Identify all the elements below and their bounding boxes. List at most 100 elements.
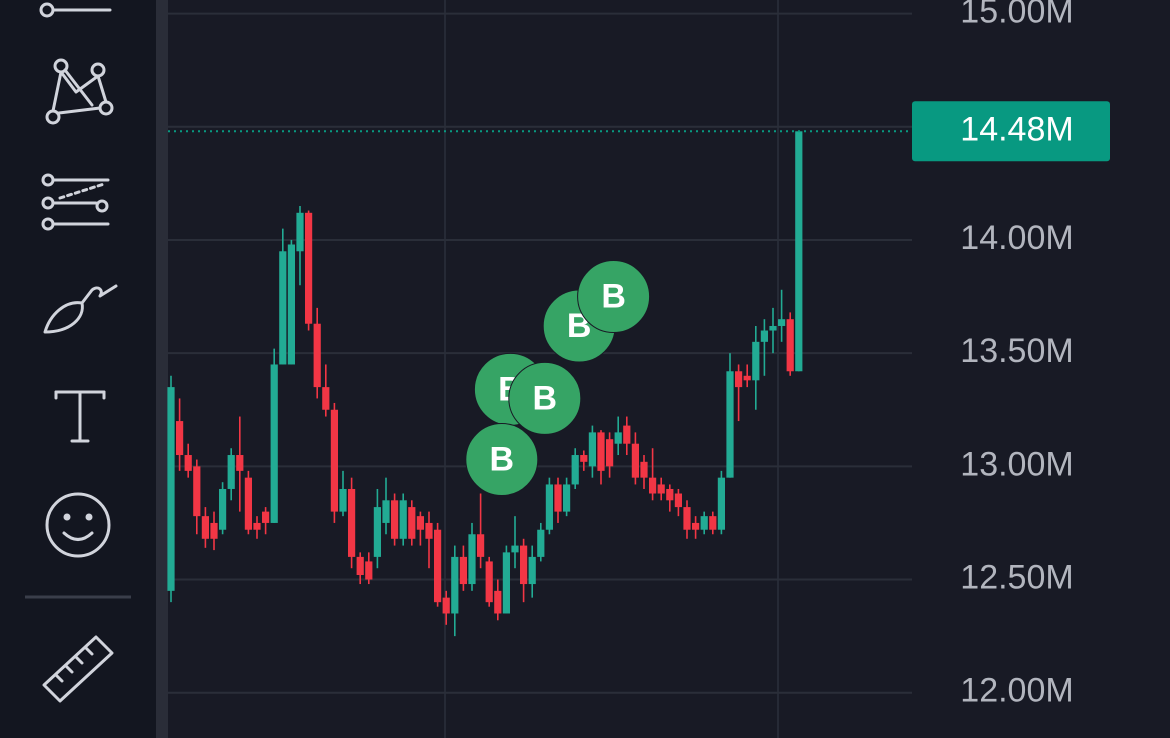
y-tick-label: 12.50M: [960, 559, 1073, 597]
trend-line-tool[interactable]: [39, 2, 112, 18]
fib-tool[interactable]: [41, 173, 110, 231]
candle-body: [709, 516, 717, 530]
candle-body: [580, 455, 588, 462]
candle-body: [631, 443, 639, 478]
candle-body: [588, 432, 596, 467]
candle-body: [683, 507, 691, 530]
candle-body: [193, 466, 201, 517]
buy-marker-label: B: [490, 441, 515, 479]
candle-body: [253, 522, 261, 530]
candle-body: [399, 500, 407, 539]
candle-body: [425, 522, 433, 539]
candle-body: [726, 371, 734, 478]
candle-body: [305, 212, 313, 324]
candle-body: [528, 556, 536, 585]
candle-body: [468, 534, 476, 585]
candle-body: [287, 244, 295, 365]
candle-body: [597, 432, 605, 471]
candle-body: [348, 488, 356, 557]
toolbar-border: [156, 0, 168, 738]
candle-body: [339, 488, 347, 512]
candle-body: [236, 455, 244, 471]
text-tool[interactable]: [54, 390, 106, 443]
plot-area: [167, 12, 912, 694]
candle-body: [795, 131, 803, 372]
candle-body: [313, 323, 321, 388]
buy-marker-circle: [508, 361, 582, 435]
ruler-tool[interactable]: [42, 635, 114, 703]
candle-body: [296, 212, 304, 252]
candle-body: [623, 425, 631, 444]
buy-marker-circle: [577, 260, 651, 334]
candle-body: [692, 522, 700, 530]
last-price-label: 14.48M: [960, 110, 1073, 148]
buy-marker-label: B: [533, 379, 558, 417]
candle-body: [674, 493, 682, 508]
candle-body: [279, 251, 287, 365]
pattern-tool[interactable]: [45, 58, 114, 125]
candle-body: [511, 545, 519, 553]
buy-marker-circle: [465, 423, 539, 497]
candle-body: [451, 556, 459, 614]
candle-body: [391, 500, 399, 539]
candle-body: [408, 507, 416, 539]
candle-body: [434, 529, 442, 603]
y-tick-label: 13.50M: [960, 332, 1073, 370]
brush-tool[interactable]: [43, 284, 118, 334]
candle-body: [640, 461, 648, 478]
last-price-tag: [912, 101, 1110, 162]
candle-body: [571, 455, 579, 485]
candle-body: [778, 319, 786, 326]
candle-body: [244, 477, 252, 530]
candle-body: [494, 590, 502, 614]
candle-body: [614, 432, 622, 444]
candle-body: [700, 516, 708, 530]
candle-body: [227, 455, 235, 489]
candle-body: [167, 387, 175, 591]
buy-marker: B: [465, 423, 539, 497]
candle-body: [657, 484, 665, 494]
candle-body: [485, 561, 493, 603]
y-tick-label: 13.00M: [960, 445, 1073, 483]
candle-body: [554, 484, 562, 512]
candle-body: [545, 484, 553, 530]
candle-body: [322, 387, 330, 410]
candle-body: [649, 477, 657, 494]
y-tick-label: 14.00M: [960, 219, 1073, 257]
buy-marker-label: B: [601, 278, 626, 316]
candle-body: [537, 529, 545, 557]
candle-body: [262, 511, 270, 523]
candle-body: [760, 330, 768, 342]
candle-body: [442, 597, 450, 614]
candle-body: [502, 552, 510, 614]
candle-body: [743, 375, 751, 381]
candle-body: [219, 488, 227, 530]
candle-body: [735, 371, 743, 388]
emoji-tool[interactable]: [45, 492, 111, 558]
toolbar: [0, 0, 158, 738]
candle-body: [717, 477, 725, 530]
candle-body: [210, 522, 218, 539]
candle-body: [184, 455, 192, 471]
candle-body: [416, 516, 424, 530]
candle-body: [786, 319, 794, 372]
candle-body: [270, 364, 278, 523]
candle-body: [520, 545, 528, 585]
candle-body: [356, 556, 364, 576]
candle-body: [365, 561, 373, 580]
buy-marker: B: [577, 260, 651, 334]
candle-body: [666, 488, 674, 501]
candle-body: [330, 409, 338, 512]
candle-body: [176, 421, 184, 456]
y-tick-label: 12.00M: [960, 672, 1073, 710]
candle-body: [769, 325, 777, 331]
y-tick-label: 15.00M: [960, 0, 1073, 31]
candle-body: [477, 534, 485, 557]
buy-marker: B: [508, 361, 582, 435]
candle-body: [752, 341, 760, 381]
candle-body: [201, 516, 209, 539]
candle-body: [606, 439, 614, 467]
candle-body: [459, 556, 467, 585]
